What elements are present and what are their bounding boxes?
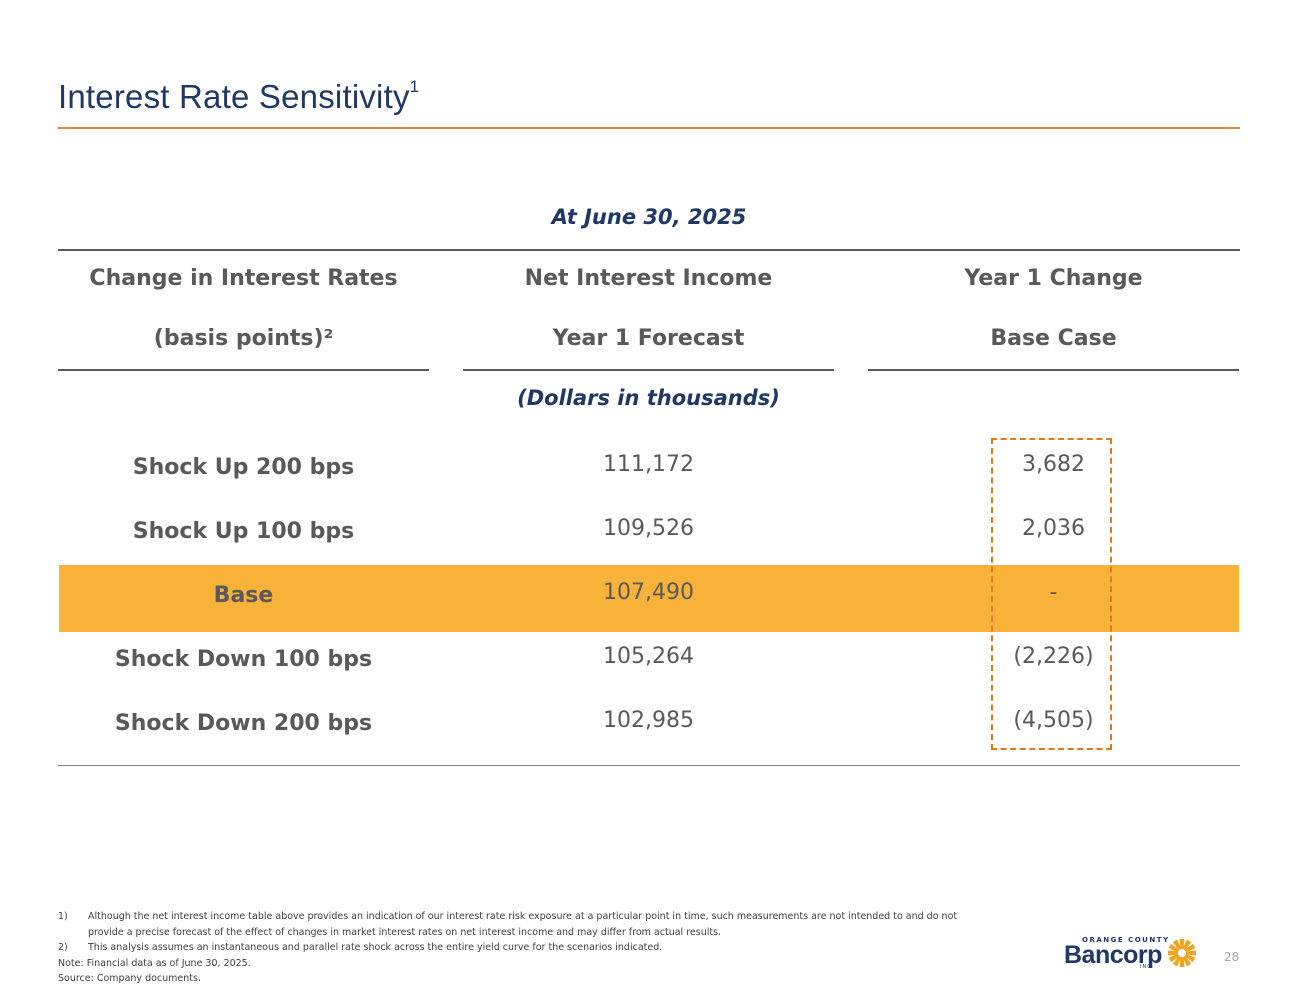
table-row-label: Shock Up 100 bps [132, 519, 355, 544]
header-rule-col2 [463, 369, 834, 371]
footnote-number: 1) [58, 911, 68, 922]
logo-top-text: ORANGE COUNTY [1082, 936, 1170, 944]
title-text: Interest Rate Sensitivity [58, 78, 410, 115]
table-row-label: Shock Down 100 bps [114, 647, 373, 672]
table-row-change: 3,682 [1022, 452, 1085, 477]
table-row-forecast: 105,264 [603, 644, 694, 669]
table-row-change: (2,226) [1013, 644, 1094, 669]
source-line: Source: Company documents. [58, 973, 201, 984]
table-row-change: 2,036 [1022, 516, 1085, 541]
table-row-forecast: 102,985 [603, 708, 694, 733]
table-row-forecast: 109,526 [603, 516, 694, 541]
header-change-line2: Base Case [990, 326, 1117, 351]
footnote-item: 1) Although the net interest income tabl… [58, 909, 988, 940]
header-nii-line2: Year 1 Forecast [552, 326, 745, 351]
table-row-label: Shock Up 200 bps [132, 455, 355, 480]
table-row-change: - [1049, 580, 1058, 605]
table-top-rule [58, 249, 1240, 251]
footnote-text: This analysis assumes an instantaneous a… [88, 942, 663, 953]
footnote-item: 2) This analysis assumes an instantaneou… [58, 940, 988, 956]
table-row-forecast: 111,172 [603, 452, 694, 477]
table-row-change: (4,505) [1013, 708, 1094, 733]
footnotes: 1) Although the net interest income tabl… [58, 909, 988, 987]
note-line: Note: Financial data as of June 30, 2025… [58, 957, 251, 969]
header-nii-line1: Net Interest Income [524, 266, 773, 291]
header-rule-col3 [868, 369, 1239, 371]
as-of-date-label: At June 30, 2025 [551, 205, 747, 229]
sunburst-icon [1168, 939, 1196, 967]
page-title: Interest Rate Sensitivity1 [58, 77, 420, 116]
header-rate-change-line1: Change in Interest Rates [89, 266, 398, 291]
base-row-highlight [59, 565, 1239, 632]
page-number: 28 [1224, 950, 1240, 964]
footnote-text: Although the net interest income table a… [88, 911, 958, 938]
logo-wordmark: Bancorp [1064, 941, 1162, 969]
header-change-line1: Year 1 Change [964, 266, 1143, 291]
change-column-dashed-highlight [991, 438, 1112, 750]
title-footnote-marker: 1 [409, 77, 420, 96]
units-label: (Dollars in thousands) [517, 386, 780, 410]
logo-inc-text: INC [1140, 964, 1152, 970]
header-rule-col1 [58, 369, 429, 371]
table-row-label: Base [213, 583, 274, 608]
footnote-number: 2) [58, 942, 68, 953]
header-rate-change-line2: (basis points)² [153, 326, 334, 351]
table-row-forecast: 107,490 [603, 580, 694, 605]
table-row-label: Shock Down 200 bps [114, 711, 373, 736]
title-divider [58, 127, 1240, 129]
table-bottom-rule [58, 765, 1240, 766]
